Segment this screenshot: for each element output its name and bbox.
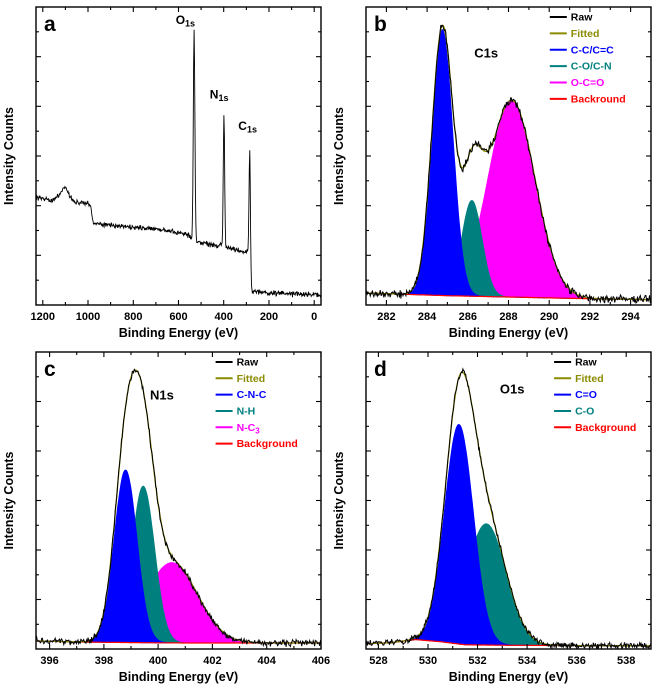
peak-title: O1s (500, 382, 525, 397)
peak-title: N1s (150, 388, 174, 403)
survey-spectrum-plot: O1s N1s C1s 1200 1000 800 600 400 200 0 Binding En… (2, 6, 322, 340)
panel-b-c1s: Raw Fitted C-C/C=C C-O/C-N O-C=O Backround C1s… (330, 0, 660, 345)
legend-label: Fitted (237, 373, 266, 385)
x-tick-label: 532 (468, 655, 486, 667)
panel-a-survey: O1s N1s C1s 1200 1000 800 600 400 200 0 Binding En… (0, 0, 330, 345)
o1s-spectrum-plot: Raw Fitted C=O C-O Background O1s 528 530 532 534… (332, 351, 652, 684)
component-fill-C-O (365, 523, 651, 647)
y-axis-label: Intensity Counts (2, 451, 16, 549)
raw-line (365, 367, 652, 651)
panel-d-o1s: Raw Fitted C=O C-O Background O1s 528 530 532 534… (330, 345, 660, 689)
peak-label-N1s: N1s (210, 88, 229, 104)
series-group-d: Raw Fitted C=O C-O Background O1s (365, 357, 652, 651)
legend-label: C-O (575, 406, 594, 418)
c1s-spectrum-plot: Raw Fitted C-C/C=C C-O/C-N O-C=O Backround C1s… (332, 6, 652, 340)
x-tick-label: 1200 (31, 311, 55, 323)
legend-label: Raw (571, 12, 593, 24)
x-tick-label: 286 (459, 311, 477, 323)
legend-label: C-C/C=C (571, 44, 614, 56)
x-tick-label: 404 (258, 655, 277, 667)
x-tick-label: 282 (377, 311, 395, 323)
legend-label: N-H (237, 406, 256, 418)
legend-label: C=O (575, 389, 597, 401)
peak-title: C1s (474, 46, 498, 61)
raw-line (35, 368, 322, 648)
x-tick-label: 290 (540, 311, 558, 323)
x-tick-label: 396 (40, 655, 58, 667)
legend-label: O-C=O (571, 77, 605, 89)
x-tick-label: 406 (312, 655, 330, 667)
x-tick-label: 402 (203, 655, 221, 667)
legend-label: N-C3 (237, 422, 261, 436)
panel-letter-a: a (44, 13, 56, 36)
x-axis-label: Binding Energy (eV) (119, 326, 238, 340)
x-tick-label: 288 (499, 311, 517, 323)
x-tick-label: 536 (568, 655, 586, 667)
x-tick-label: 538 (617, 655, 635, 667)
legend-label: Raw (237, 357, 259, 369)
legend-label: Background (237, 438, 298, 450)
raw-line (365, 24, 652, 304)
series-group-b: Raw Fitted C-C/C=C C-O/C-N O-C=O Backround C1s (365, 12, 652, 304)
y-axis-label: Intensity Counts (332, 451, 346, 549)
x-tick-label: 0 (311, 311, 317, 323)
x-axis-label: Binding Energy (eV) (449, 326, 568, 340)
x-tick-label: 1000 (76, 311, 100, 323)
plot-frame (35, 6, 322, 306)
x-tick-label: 534 (518, 655, 537, 667)
survey-raw-trace (35, 29, 322, 298)
x-axis-label: Binding Energy (eV) (119, 670, 238, 684)
x-tick-label: 292 (581, 311, 599, 323)
legend-label: C-N-C (237, 389, 267, 401)
x-tick-label: 530 (419, 655, 437, 667)
x-tick-label: 800 (124, 311, 142, 323)
y-axis-label: Intensity Counts (332, 107, 346, 205)
n1s-spectrum-plot: Raw Fitted C-N-C N-H N-C3 Background N1s 396 398… (2, 351, 330, 684)
x-tick-label: 400 (215, 311, 233, 323)
x-tick-label: 200 (260, 311, 278, 323)
panel-c-n1s: Raw Fitted C-N-C N-H N-C3 Background N1s 396 398… (0, 345, 330, 689)
peak-label-C1s: C1s (238, 119, 257, 135)
series-group-c: Raw Fitted C-N-C N-H N-C3 Background N1s (35, 357, 322, 648)
x-axis-label: Binding Energy (eV) (449, 670, 568, 684)
component-fill-N-C3 (36, 562, 321, 644)
x-tick-label: 294 (621, 311, 640, 323)
legend-label: C-O/C-N (571, 61, 612, 73)
panel-letter-c: c (44, 358, 56, 381)
x-tick-label: 284 (418, 311, 437, 323)
x-tick-label: 400 (149, 655, 167, 667)
legend-label: Fitted (571, 28, 600, 40)
y-axis-label: Intensity Counts (2, 107, 16, 205)
peak-label-O1s: O1s (176, 13, 195, 29)
x-tick-label: 398 (95, 655, 113, 667)
legend-label: Backround (571, 93, 626, 105)
legend-label: Fitted (575, 373, 604, 385)
x-tick-label: 600 (169, 311, 187, 323)
panel-letter-d: d (374, 358, 387, 381)
legend-label: Raw (575, 357, 597, 369)
legend-label: Background (575, 422, 636, 434)
panel-letter-b: b (374, 13, 387, 36)
x-tick-label: 528 (369, 655, 387, 667)
series-group-a: O1s N1s C1s (35, 13, 322, 298)
component-fill-O-C=O (365, 99, 651, 301)
